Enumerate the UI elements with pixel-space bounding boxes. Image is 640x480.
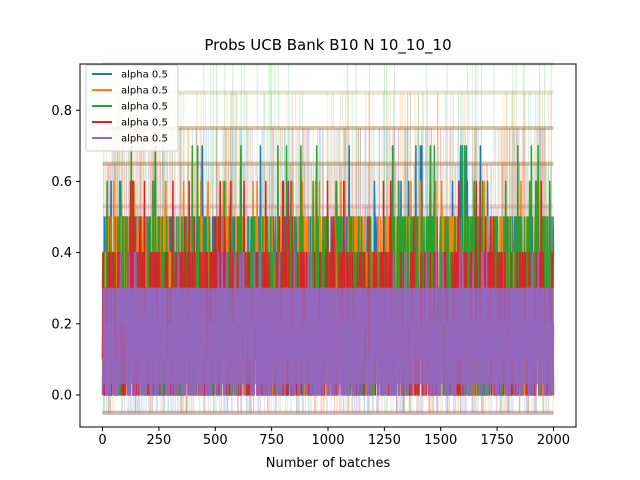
series-3-level-band-3: [102, 126, 554, 131]
series-1-level-band-2: [102, 126, 554, 131]
legend-label-4: alpha 0.5: [121, 134, 168, 145]
series-2-level-band-3: [102, 90, 554, 95]
x-tick-label-8: 2000: [537, 433, 570, 448]
series-1-level-band-0: [102, 410, 554, 415]
series-0-level-band-1: [102, 161, 554, 166]
series-4-level-band-0: [102, 410, 554, 415]
series-4-dense-band: [102, 288, 554, 385]
plot-data-layer: [101, 145, 555, 396]
chart-title: Probs UCB Bank B10 N 10_10_10: [204, 36, 451, 55]
y-tick-label-4: 0.8: [51, 104, 72, 119]
x-tick-label-5: 1250: [368, 433, 401, 448]
x-tick-label-1: 250: [146, 433, 171, 448]
legend-label-0: alpha 0.5: [121, 70, 168, 81]
series-0-level-band-2: [102, 126, 554, 131]
x-axis-ticks: 0 250 500 750 1000 1250 1500 1750 2000: [98, 427, 570, 448]
legend: alpha 0.5 alpha 0.5 alpha 0.5 alpha 0.5 alph…: [85, 64, 179, 152]
x-tick-label-4: 1000: [311, 433, 344, 448]
x-tick-label-6: 1500: [424, 433, 457, 448]
series-3-level-band-2: [102, 161, 554, 166]
series-3-level-band-0: [102, 410, 554, 415]
series-2-level-band-2: [102, 126, 554, 131]
series-2-level-band-1: [102, 161, 554, 166]
series-2-level-band-0: [102, 410, 554, 415]
legend-box: [85, 64, 179, 152]
y-tick-label-1: 0.2: [51, 317, 72, 332]
series-1-level-band-3: [102, 90, 554, 95]
y-tick-label-2: 0.4: [51, 246, 72, 261]
legend-label-2: alpha 0.5: [121, 102, 168, 113]
y-tick-label-0: 0.0: [51, 388, 72, 403]
x-axis-label: Number of batches: [266, 456, 391, 471]
legend-label-3: alpha 0.5: [121, 118, 168, 129]
series-1-level-band-1: [102, 161, 554, 166]
x-tick-label-2: 500: [203, 433, 228, 448]
x-tick-label-0: 0: [98, 433, 106, 448]
x-tick-label-3: 750: [259, 433, 284, 448]
y-axis-ticks: 0.0 0.2 0.4 0.6 0.8: [51, 104, 80, 403]
legend-label-1: alpha 0.5: [121, 86, 168, 97]
series-0-level-band-0: [102, 410, 554, 415]
y-tick-label-3: 0.6: [51, 175, 72, 190]
x-tick-label-7: 1750: [481, 433, 514, 448]
